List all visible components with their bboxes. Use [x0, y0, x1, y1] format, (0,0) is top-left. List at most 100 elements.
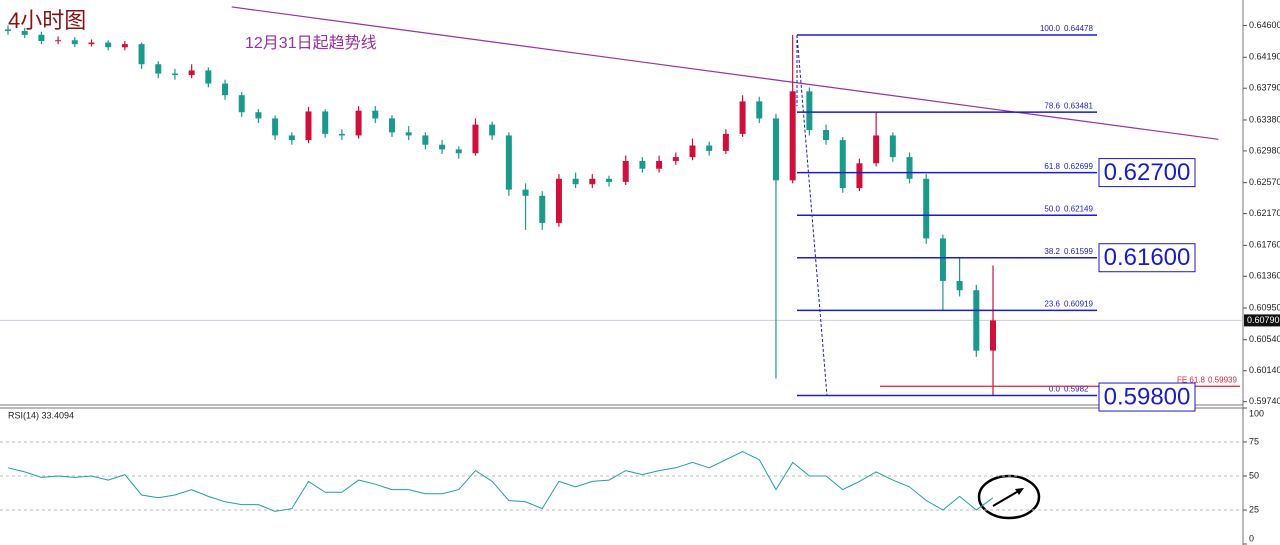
candle-body [789, 91, 796, 181]
rsi-line [7, 450, 994, 512]
candle-body [722, 133, 729, 151]
candle-body [155, 64, 162, 74]
fe-ratio: FE 61.8 [1177, 375, 1206, 384]
candle-body [906, 157, 913, 179]
candle-body [839, 140, 846, 189]
y-tick-label: 0.61360 [1249, 271, 1280, 281]
candle-body [856, 163, 863, 189]
fib-price: 0.62699 [1064, 162, 1093, 171]
fib-ratio: 61.8 [1044, 162, 1060, 171]
candle-body [305, 111, 312, 141]
candle-body [956, 280, 963, 291]
candle-body [5, 29, 11, 31]
y-tick-label: 0.60140 [1249, 365, 1280, 375]
y-tick-label: 0.61760 [1249, 240, 1280, 250]
y-tick-label: 0.62170 [1249, 208, 1280, 218]
plot-background [0, 0, 1243, 545]
y-tick-label: 0.60950 [1249, 302, 1280, 312]
candle-body [489, 124, 496, 136]
candle-body [472, 124, 479, 154]
rsi-label: RSI(14) 33.4094 [8, 410, 74, 420]
candle-body [555, 178, 562, 223]
key-level-label: 0.62700 [1104, 159, 1191, 186]
candle-body [171, 73, 178, 76]
candle-body [88, 42, 95, 45]
candle-body [338, 133, 345, 136]
candle-body [772, 118, 779, 181]
candle-body [188, 70, 195, 76]
fib-ratio: 50.0 [1044, 204, 1060, 213]
candle-body [138, 44, 145, 65]
candle-body [639, 160, 646, 169]
candle-body [572, 178, 579, 185]
candle-body [923, 178, 930, 239]
candle-body [522, 189, 529, 196]
fib-price: 0.61599 [1064, 247, 1093, 256]
fib-diagonal [796, 34, 828, 396]
candle-body [21, 30, 28, 35]
rsi-tick-label: 50 [1249, 470, 1259, 480]
candle-body [205, 70, 212, 84]
candle-body [505, 135, 512, 190]
y-tick-label: 0.63380 [1249, 114, 1280, 124]
candle-body [756, 101, 763, 119]
fib-price: 0.62149 [1064, 204, 1093, 213]
candle-body [38, 34, 45, 42]
y-tick-label: 0.64600 [1249, 20, 1280, 30]
candle-body [71, 40, 78, 45]
current-price-label: 0.60790 [1247, 315, 1280, 325]
key-level-box [1098, 158, 1196, 188]
key-level-label: 0.59800 [1104, 383, 1191, 410]
rsi-tick-label: 75 [1249, 436, 1259, 446]
fib-ratio: 100.0 [1040, 24, 1061, 33]
candle-body [372, 110, 379, 119]
candle-body [589, 178, 596, 185]
fib-price: 0.60919 [1064, 300, 1093, 309]
key-level-box [1098, 382, 1196, 412]
candle-body [539, 195, 546, 223]
candle-body [288, 135, 295, 141]
candle-body [272, 118, 279, 136]
candle-body [823, 130, 830, 141]
candle-body [105, 42, 112, 48]
y-tick-label: 0.63790 [1249, 83, 1280, 93]
candle-body [55, 40, 62, 42]
candle-body [806, 91, 813, 131]
chart-title: 4小时图 [8, 8, 86, 33]
y-tick-label: 0.62570 [1249, 177, 1280, 187]
candle-body [672, 157, 679, 161]
candle-body [238, 95, 245, 113]
fib-ratio: 78.6 [1044, 101, 1060, 110]
key-level-label: 0.61600 [1104, 244, 1191, 271]
candle-body [739, 101, 746, 134]
candle-body [255, 112, 262, 119]
candle-body [388, 118, 395, 133]
fe-price: 0.59939 [1208, 375, 1237, 384]
fib-price: 0.64478 [1064, 24, 1093, 33]
key-level-box [1098, 243, 1196, 273]
candle-body [689, 145, 696, 158]
fib-ratio: 38.2 [1044, 247, 1060, 256]
y-tick-label: 0.60540 [1249, 334, 1280, 344]
candle-body [656, 160, 663, 169]
candle-body [422, 135, 429, 145]
fib-ratio: 0.0 [1049, 385, 1061, 394]
candle-body [973, 290, 980, 351]
annotation-arrowhead [1015, 488, 1024, 495]
rsi-tick-label: 100 [1249, 408, 1264, 418]
y-tick-label: 0.59740 [1249, 396, 1280, 406]
candle-body [455, 149, 462, 154]
fib-price: 0.63481 [1064, 101, 1093, 110]
candle-body [939, 238, 946, 281]
rsi-tick-label: 25 [1249, 504, 1259, 514]
candle-body [222, 83, 229, 96]
current-price-box [1244, 314, 1280, 327]
y-tick-label: 0.64190 [1249, 52, 1280, 62]
candle-body [439, 144, 446, 150]
trendline [231, 6, 1219, 140]
candle-body [121, 44, 128, 48]
fib-ratio: 23.6 [1044, 300, 1060, 309]
candle-body [706, 145, 713, 151]
candle-body [873, 135, 880, 164]
